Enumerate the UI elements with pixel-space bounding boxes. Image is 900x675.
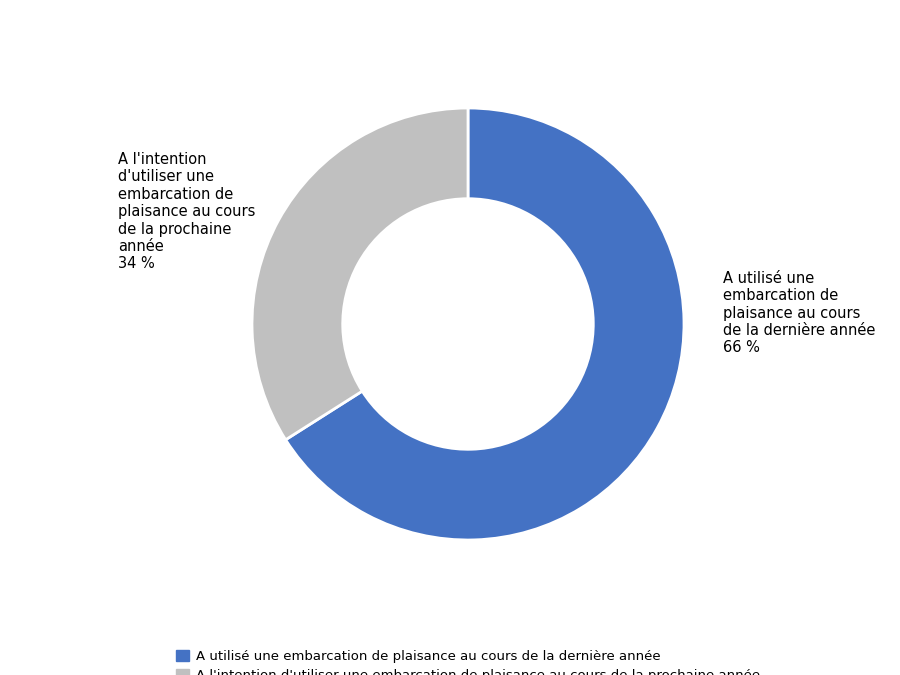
Text: A l'intention
d'utiliser une
embarcation de
plaisance au cours
de la prochaine
a: A l'intention d'utiliser une embarcation… xyxy=(118,152,256,271)
Wedge shape xyxy=(252,108,468,439)
Text: A utilisé une
embarcation de
plaisance au cours
de la dernière année
66 %: A utilisé une embarcation de plaisance a… xyxy=(723,271,876,356)
Wedge shape xyxy=(285,108,684,540)
Legend: A utilisé une embarcation de plaisance au cours de la dernière année, A l'intent: A utilisé une embarcation de plaisance a… xyxy=(169,644,767,675)
